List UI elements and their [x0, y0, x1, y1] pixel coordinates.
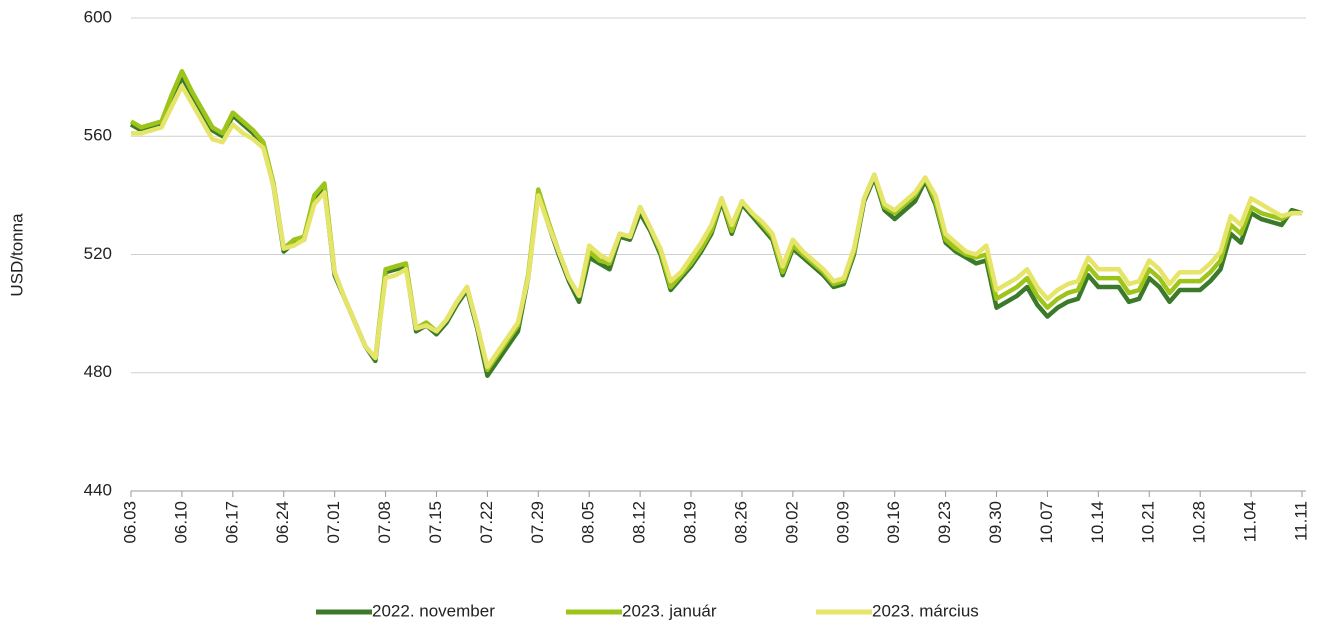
- x-tick-label: 08.05: [579, 501, 598, 544]
- y-tick-label: 440: [84, 480, 112, 499]
- legend-label: 2022. november: [372, 601, 495, 620]
- x-tick-label: 10.28: [1190, 501, 1209, 544]
- x-tick-label: 09.16: [884, 501, 903, 544]
- y-tick-label: 560: [84, 126, 112, 145]
- x-tick-label: 06.03: [120, 501, 139, 544]
- legend-label: 2023. január: [622, 601, 717, 620]
- y-axis-title: USD/tonna: [7, 213, 26, 297]
- x-tick-label: 08.12: [630, 501, 649, 544]
- y-tick-label: 520: [84, 244, 112, 263]
- x-tick-label: 11.11: [1291, 501, 1310, 541]
- x-tick-label: 06.10: [171, 501, 190, 544]
- x-tick-label: 09.23: [935, 501, 954, 544]
- x-tick-label: 09.09: [833, 501, 852, 544]
- x-tick-label: 07.15: [426, 501, 445, 544]
- x-tick-label: 06.24: [273, 501, 292, 544]
- x-tick-label: 10.07: [1037, 501, 1056, 544]
- x-tick-label: 08.26: [731, 501, 750, 544]
- x-tick-label: 08.19: [681, 501, 700, 544]
- x-tick-label: 07.22: [477, 501, 496, 544]
- series-line: [129, 68, 1302, 373]
- x-tick-label: 06.17: [222, 501, 241, 544]
- x-tick-label: 09.02: [782, 501, 801, 544]
- x-tick-label: 10.21: [1139, 501, 1158, 544]
- x-tick-label: 07.01: [324, 501, 343, 544]
- x-tick-label: 11.04: [1241, 501, 1260, 542]
- x-tick-label: 10.14: [1088, 501, 1107, 544]
- legend-label: 2023. március: [872, 601, 979, 620]
- series-line: [131, 83, 1302, 370]
- y-tick-label: 480: [84, 362, 112, 381]
- x-tick-label: 07.08: [375, 501, 394, 544]
- x-tick-label: 07.29: [528, 501, 547, 544]
- x-tick-label: 09.30: [986, 501, 1005, 544]
- y-tick-label: 600: [84, 7, 112, 26]
